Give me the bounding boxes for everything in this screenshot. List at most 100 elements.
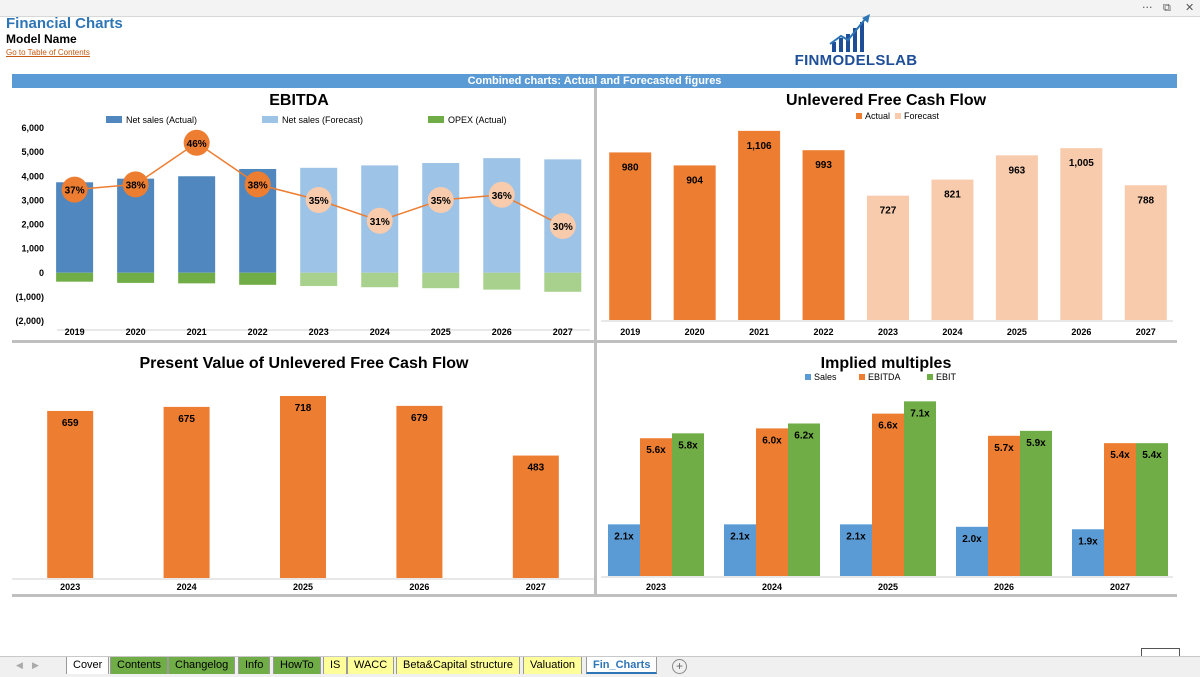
x-tick-label: 2026 — [492, 327, 512, 337]
bar-opex — [178, 272, 216, 284]
bar-multiple-ebitda — [640, 438, 672, 576]
x-tick-label: 2023 — [878, 327, 898, 337]
bar-net-sales-forecast — [483, 158, 521, 273]
legend-label: Actual — [865, 111, 890, 121]
logo-text: FINMODELSLAB — [794, 52, 918, 69]
bar-value-label: 2.0x — [962, 534, 982, 545]
legend-label: Net sales (Forecast) — [282, 115, 363, 125]
bar-opex — [56, 272, 94, 282]
sheet-tabs-bar: ◀ ▶ Cover Contents Changelog Info HowTo IS WAC… — [0, 656, 1200, 677]
section-banner: Combined charts: Actual and Forecasted f… — [12, 74, 1177, 88]
sheet-tab-valuation[interactable]: Valuation — [523, 657, 583, 674]
bar-opex — [483, 272, 521, 290]
x-tick-label: 2019 — [65, 327, 85, 337]
bar-multiple-sales — [840, 524, 872, 576]
chart-title: Unlevered Free Cash Flow — [786, 92, 987, 109]
x-tick-label: 2027 — [1136, 327, 1156, 337]
sheet-tab-beta-capital-structure[interactable]: Beta&Capital structure — [396, 657, 521, 674]
bar-value-label: 2.1x — [846, 531, 866, 542]
margin-label: 35% — [431, 196, 451, 207]
y-tick-label: 6,000 — [21, 123, 44, 133]
bar-pv-ufcf — [396, 405, 443, 578]
x-tick-label: 2027 — [526, 582, 546, 592]
sheet-tab-contents[interactable]: Contents — [110, 657, 169, 674]
window-title-bar: ··· ⧉ ✕ — [0, 0, 1200, 17]
more-options-icon[interactable]: ··· — [1142, 1, 1153, 14]
legend-label: EBITDA — [868, 372, 901, 382]
bar-multiple-ebit — [672, 433, 704, 576]
margin-marker — [305, 187, 332, 213]
bar-value-label: 6.6x — [878, 421, 898, 432]
bar-multiple-ebitda — [1104, 443, 1136, 576]
bar-multiple-ebitda — [872, 413, 904, 576]
bar-ufcf — [738, 130, 781, 320]
restore-window-icon[interactable]: ⧉ — [1163, 1, 1171, 14]
bar-value-label: 5.6x — [646, 445, 666, 456]
bar-opex — [361, 272, 399, 288]
x-tick-label: 2026 — [409, 582, 429, 592]
bar-value-label: 727 — [880, 206, 897, 217]
pv-unlevered-fcf-chart: Present Value of Unlevered Free Cash Flo… — [12, 355, 594, 592]
margin-marker — [61, 176, 88, 203]
sheet-tab-cover[interactable]: Cover — [66, 657, 110, 674]
close-window-icon[interactable]: ✕ — [1185, 1, 1195, 14]
table-of-contents-link[interactable]: Go to Table of Contents — [6, 48, 90, 57]
x-tick-label: 2025 — [293, 582, 313, 592]
sheet-tab-is[interactable]: IS — [323, 657, 348, 674]
ebitda-chart: EBITDA Net sales (Actual) Net sales (Forec… — [15, 92, 590, 337]
chart-title: Implied multiples — [821, 355, 952, 372]
sheet-tab-changelog[interactable]: Changelog — [168, 657, 236, 674]
x-tick-label: 2019 — [620, 327, 640, 337]
x-tick-label: 2027 — [1110, 582, 1130, 592]
bar-net-sales-forecast — [422, 162, 460, 273]
page-title: Financial Charts — [6, 15, 123, 32]
legend-label: EBIT — [936, 372, 957, 382]
margin-label: 46% — [187, 139, 207, 150]
bar-pv-ufcf — [47, 410, 94, 578]
bar-multiple-ebit — [1136, 443, 1168, 576]
bar-ufcf — [995, 155, 1038, 320]
bar-value-label: 821 — [944, 190, 961, 201]
bar-value-label: 6.0x — [762, 435, 782, 446]
margin-marker — [244, 171, 271, 198]
y-tick-label: 4,000 — [21, 171, 44, 181]
x-tick-label: 2020 — [685, 327, 705, 337]
bar-value-label: 963 — [1009, 165, 1026, 176]
bar-opex — [300, 272, 338, 287]
margin-marker — [122, 171, 149, 198]
bar-multiple-sales — [1072, 529, 1104, 576]
bar-ufcf — [802, 150, 845, 320]
margin-marker — [488, 181, 515, 208]
active-cell[interactable] — [1141, 648, 1180, 657]
sheet-tab-wacc[interactable]: WACC — [347, 657, 395, 674]
bar-value-label: 5.4x — [1110, 450, 1130, 461]
chart-title: Present Value of Unlevered Free Cash Flo… — [140, 355, 470, 372]
logo-chart-icon — [829, 14, 870, 52]
margin-label: 37% — [65, 186, 85, 197]
sheet-tab-fin-charts[interactable]: Fin_Charts — [586, 657, 658, 674]
y-tick-label: (2,000) — [15, 316, 44, 326]
x-tick-label: 2024 — [177, 582, 197, 592]
sheet-tab-info[interactable]: Info — [238, 657, 271, 674]
x-tick-label: 2025 — [878, 582, 898, 592]
bar-value-label: 1.9x — [1078, 536, 1098, 547]
bar-multiple-sales — [608, 524, 640, 576]
scroll-tabs-right-icon[interactable]: ▶ — [32, 660, 39, 670]
bar-value-label: 2.1x — [730, 531, 750, 542]
margin-marker — [549, 213, 576, 239]
bar-value-label: 5.8x — [678, 440, 698, 451]
bar-multiple-ebit — [904, 401, 936, 576]
x-tick-label: 2024 — [370, 327, 390, 337]
bar-ufcf — [609, 152, 652, 320]
scroll-tabs-left-icon[interactable]: ◀ — [16, 660, 23, 670]
bar-pv-ufcf — [280, 395, 326, 578]
x-tick-label: 2023 — [60, 582, 80, 592]
x-tick-label: 2022 — [248, 327, 268, 337]
add-sheet-icon[interactable]: + — [672, 659, 687, 674]
bar-value-label: 980 — [622, 162, 639, 173]
bar-value-label: 2.1x — [614, 531, 634, 542]
bar-pv-ufcf — [163, 406, 210, 578]
sheet-tab-howto[interactable]: HowTo — [273, 657, 321, 674]
bar-net-sales-actual — [178, 176, 216, 273]
